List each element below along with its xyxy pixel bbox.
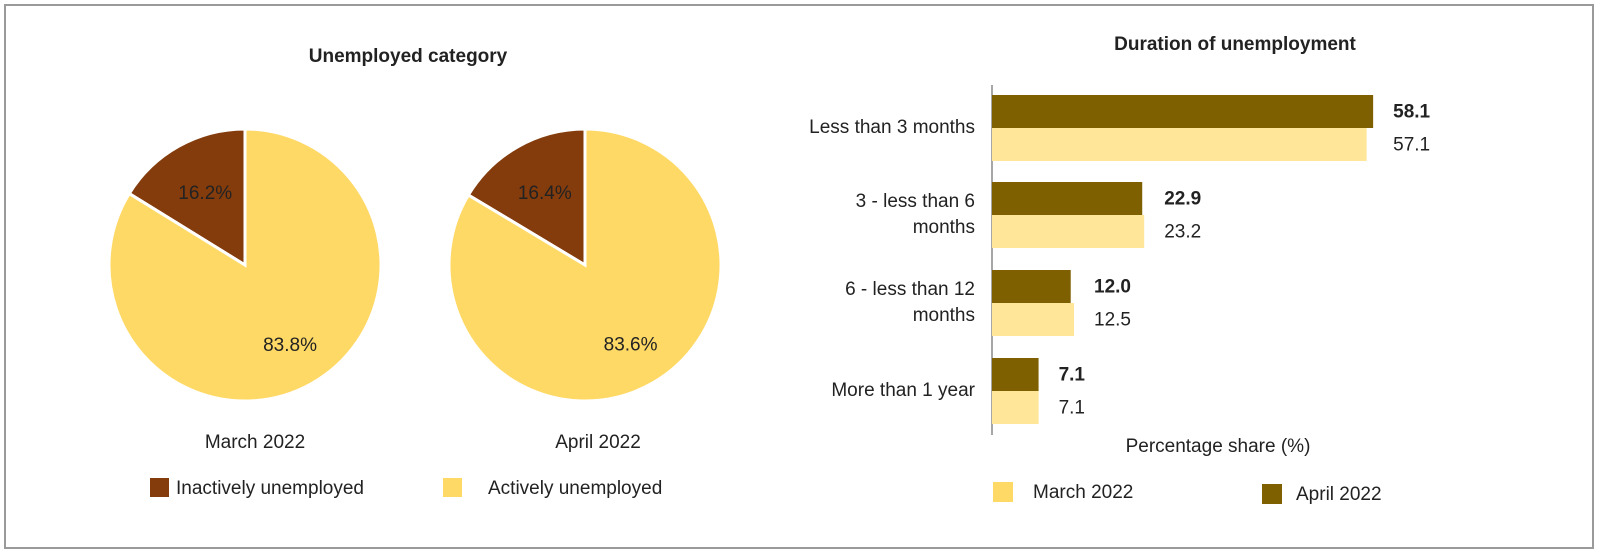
pie-title: Unemployed category bbox=[309, 46, 508, 67]
bar bbox=[992, 303, 1074, 336]
value-label: 22.9 bbox=[1164, 189, 1201, 210]
bar bbox=[992, 215, 1145, 248]
bar bbox=[992, 391, 1039, 424]
value-label: 7.1 bbox=[1059, 398, 1085, 419]
bar bbox=[992, 358, 1039, 391]
pie-slice bbox=[447, 127, 723, 403]
legend-label: March 2022 bbox=[1033, 482, 1133, 503]
bar-title: Duration of unemployment bbox=[1114, 34, 1356, 55]
legend-label: Inactively unemployed bbox=[176, 478, 364, 499]
value-label: 83.8% bbox=[263, 335, 317, 356]
value-label: 57.1 bbox=[1393, 135, 1430, 156]
legend-swatch bbox=[150, 478, 169, 497]
value-label: 7.1 bbox=[1059, 365, 1086, 386]
pie-slice bbox=[107, 127, 383, 403]
frame bbox=[4, 4, 1594, 549]
category-label: Less than 3 months bbox=[809, 117, 975, 138]
pie-label: April 2022 bbox=[555, 432, 641, 453]
value-label: 16.2% bbox=[178, 183, 232, 204]
legend-label: April 2022 bbox=[1296, 484, 1382, 505]
legend-swatch bbox=[443, 478, 462, 497]
pie-slice bbox=[466, 127, 587, 268]
legend-swatch bbox=[1262, 484, 1282, 504]
value-label: 58.1 bbox=[1393, 102, 1430, 123]
category-label: 3 - less than 6 months bbox=[855, 191, 975, 238]
value-label: 12.0 bbox=[1094, 277, 1131, 298]
value-label: 23.2 bbox=[1164, 222, 1201, 243]
value-label: 83.6% bbox=[604, 334, 658, 355]
x-axis-label: Percentage share (%) bbox=[1126, 436, 1311, 457]
legend-label: Actively unemployed bbox=[488, 478, 662, 499]
pie-slice bbox=[127, 127, 247, 268]
category-label: More than 1 year bbox=[831, 380, 975, 401]
value-label: 12.5 bbox=[1094, 310, 1131, 331]
bar bbox=[992, 128, 1367, 161]
bar bbox=[992, 182, 1143, 215]
bar bbox=[992, 95, 1374, 128]
bar bbox=[992, 270, 1071, 303]
legend-swatch bbox=[993, 482, 1013, 502]
category-label: 6 - less than 12 months bbox=[845, 279, 975, 326]
value-label: 16.4% bbox=[518, 183, 572, 204]
pie-label: March 2022 bbox=[205, 432, 305, 453]
